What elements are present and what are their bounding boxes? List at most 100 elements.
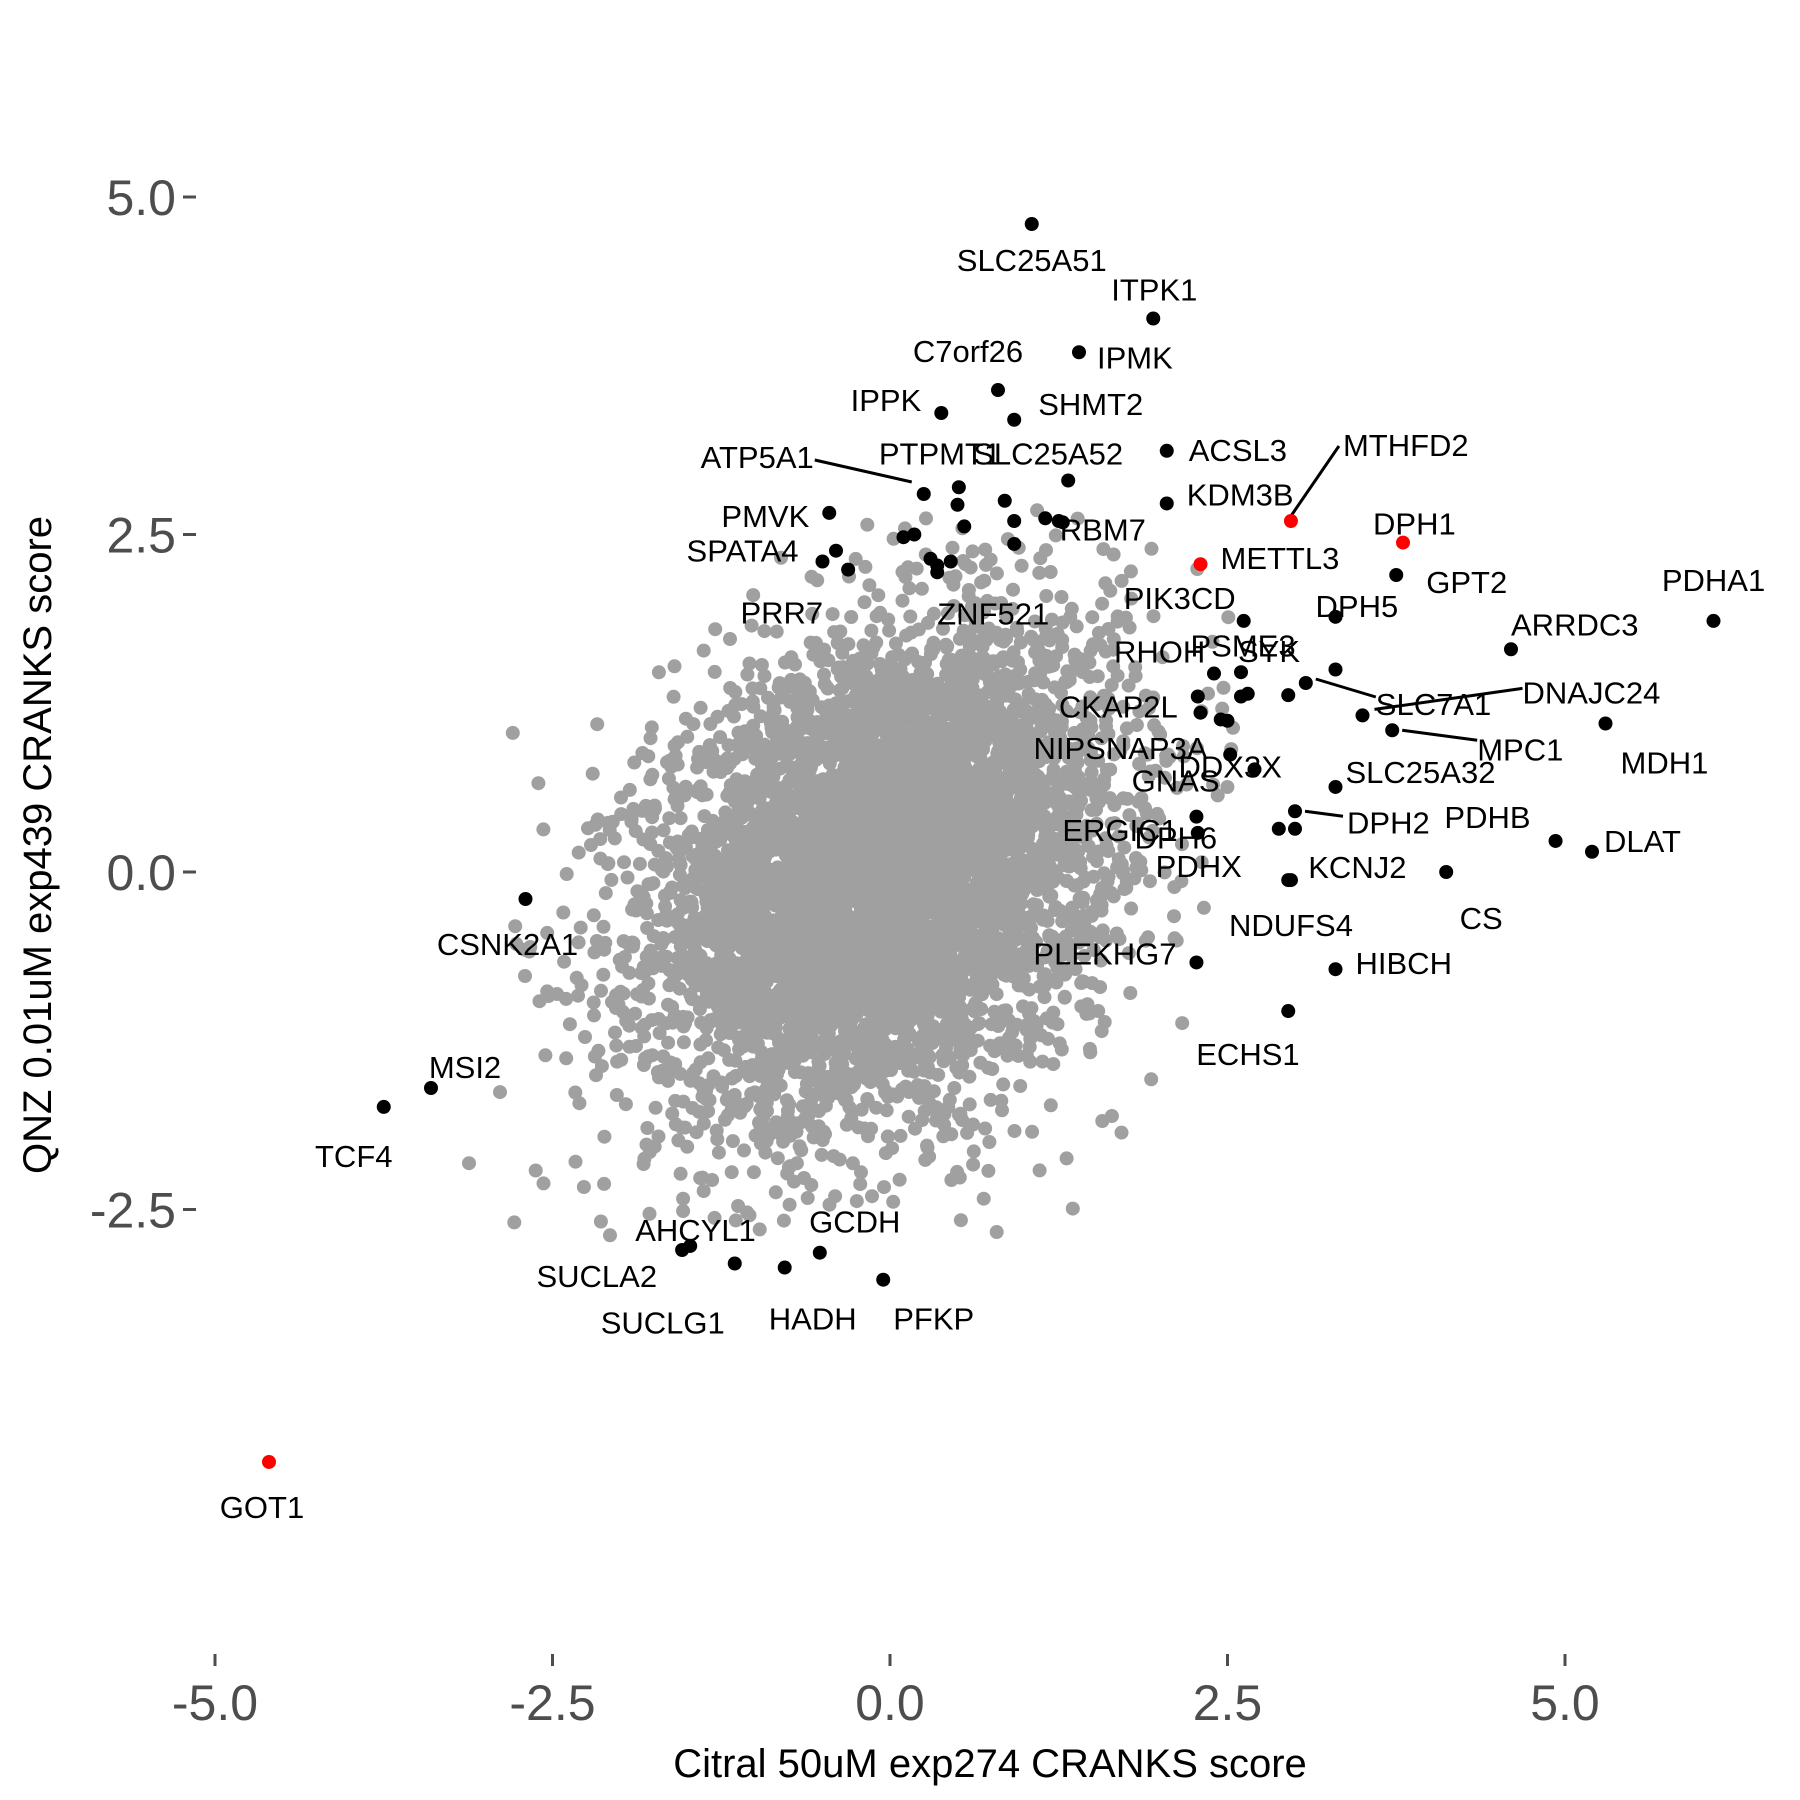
background-point — [948, 569, 963, 584]
background-point — [696, 1116, 711, 1131]
background-point — [776, 1213, 791, 1228]
background-point — [963, 560, 978, 575]
background-point — [905, 646, 920, 661]
background-point — [742, 656, 757, 671]
background-point — [1220, 780, 1235, 794]
background-point — [1048, 528, 1063, 543]
background-point — [728, 1213, 743, 1228]
background-point — [1104, 1109, 1119, 1123]
background-point — [1037, 990, 1052, 1005]
background-point — [673, 1166, 688, 1181]
background-point — [880, 1129, 895, 1144]
background-point — [790, 675, 805, 690]
background-point — [962, 1069, 977, 1084]
background-point — [1107, 798, 1122, 813]
background-point — [644, 950, 659, 964]
background-point — [1059, 704, 1074, 719]
background-point — [966, 1157, 981, 1172]
background-point — [878, 1146, 893, 1161]
background-point — [976, 1191, 991, 1206]
background-point — [571, 988, 585, 1003]
background-point — [1132, 756, 1147, 771]
background-point — [1221, 610, 1236, 625]
background-point — [1090, 669, 1105, 684]
background-point — [848, 551, 863, 566]
background-point — [841, 637, 856, 652]
background-point — [746, 1165, 761, 1180]
background-point — [888, 636, 903, 651]
background-point — [1048, 900, 1063, 914]
background-point — [646, 961, 660, 976]
background-point — [680, 1139, 695, 1154]
background-point — [1075, 895, 1090, 910]
background-point — [821, 1090, 836, 1105]
background-point — [1205, 634, 1220, 649]
background-point — [610, 1054, 625, 1069]
background-point — [627, 755, 642, 770]
background-point — [878, 718, 893, 733]
background-point — [1013, 791, 1028, 806]
background-point — [963, 650, 978, 665]
background-point — [462, 1156, 476, 1171]
background-point — [620, 870, 635, 885]
background-point — [828, 1014, 843, 1029]
background-point — [981, 1163, 996, 1178]
background-point — [1043, 565, 1058, 579]
background-point — [1095, 923, 1110, 938]
background-point — [917, 1055, 932, 1070]
background-point — [774, 550, 788, 565]
background-point — [1167, 909, 1181, 924]
background-point — [676, 1035, 691, 1050]
background-point — [654, 862, 669, 877]
background-point — [721, 1090, 736, 1105]
background-point — [721, 738, 736, 753]
background-point — [596, 967, 611, 982]
background-point — [1032, 565, 1047, 580]
background-point — [996, 1077, 1011, 1092]
background-point — [901, 560, 915, 575]
background-point — [668, 748, 683, 763]
background-point — [941, 652, 956, 667]
background-point — [1005, 952, 1019, 967]
background-point — [800, 1191, 815, 1205]
background-point — [594, 983, 608, 998]
background-point — [725, 1134, 740, 1149]
background-point — [1024, 1001, 1039, 1016]
background-point — [559, 1051, 574, 1066]
background-point — [854, 1102, 869, 1117]
background-point — [1043, 1098, 1058, 1113]
background-point — [1054, 590, 1069, 604]
background-point — [605, 995, 619, 1009]
background-point — [1210, 788, 1225, 803]
background-point — [587, 1008, 601, 1023]
background-point — [893, 1128, 908, 1143]
background-point — [1114, 573, 1129, 588]
background-point — [1157, 865, 1172, 880]
background-point — [1142, 830, 1157, 845]
background-point — [666, 689, 681, 704]
background-point — [728, 685, 743, 699]
background-point — [1176, 749, 1191, 764]
background-point — [953, 1213, 968, 1228]
background-point — [864, 623, 879, 638]
background-point — [617, 855, 631, 870]
background-point — [609, 1038, 624, 1053]
background-point — [768, 1185, 783, 1200]
background-point — [858, 559, 873, 574]
background-point — [683, 878, 698, 893]
background-point — [931, 1067, 946, 1082]
background-point — [1065, 1201, 1080, 1216]
background-point — [651, 1129, 666, 1144]
background-point — [892, 1172, 907, 1187]
background-point — [810, 573, 825, 588]
background-point — [639, 1137, 654, 1152]
background-point — [587, 1049, 602, 1064]
background-point — [585, 766, 600, 781]
background-point — [981, 1060, 996, 1075]
background-point — [673, 811, 688, 826]
background-point — [568, 1154, 583, 1169]
background-point — [1120, 791, 1135, 806]
background-point — [671, 852, 686, 866]
background-point — [1103, 583, 1118, 598]
